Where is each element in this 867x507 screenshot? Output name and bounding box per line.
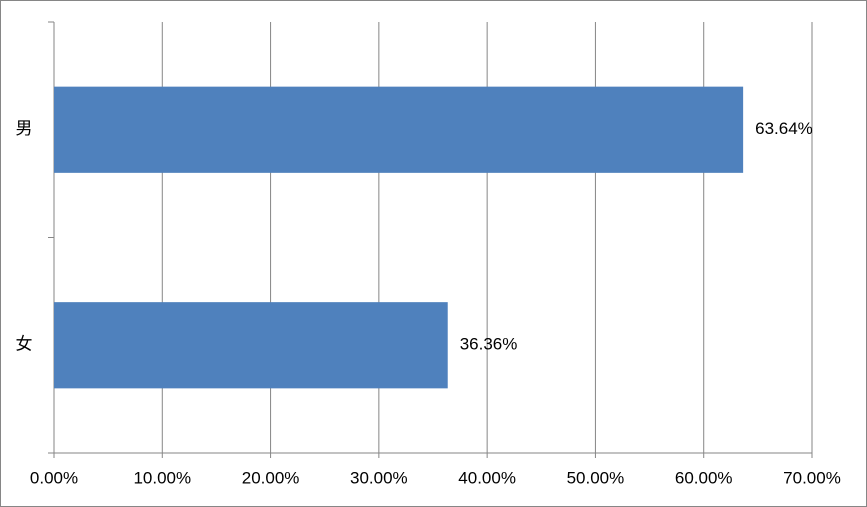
x-tick-label: 20.00%: [242, 468, 300, 487]
x-tick-label: 50.00%: [567, 468, 625, 487]
data-label: 36.36%: [460, 335, 518, 354]
bar: [54, 302, 448, 389]
data-label: 63.64%: [755, 119, 813, 138]
x-tick-label: 10.00%: [133, 468, 191, 487]
y-tick-label: 女: [16, 335, 33, 354]
x-tick-label: 30.00%: [350, 468, 408, 487]
x-tick-label: 60.00%: [675, 468, 733, 487]
bar: [54, 86, 744, 173]
x-tick-label: 0.00%: [30, 468, 78, 487]
y-tick-label: 男: [16, 119, 33, 138]
x-tick-label: 70.00%: [783, 468, 841, 487]
x-tick-label: 40.00%: [458, 468, 516, 487]
